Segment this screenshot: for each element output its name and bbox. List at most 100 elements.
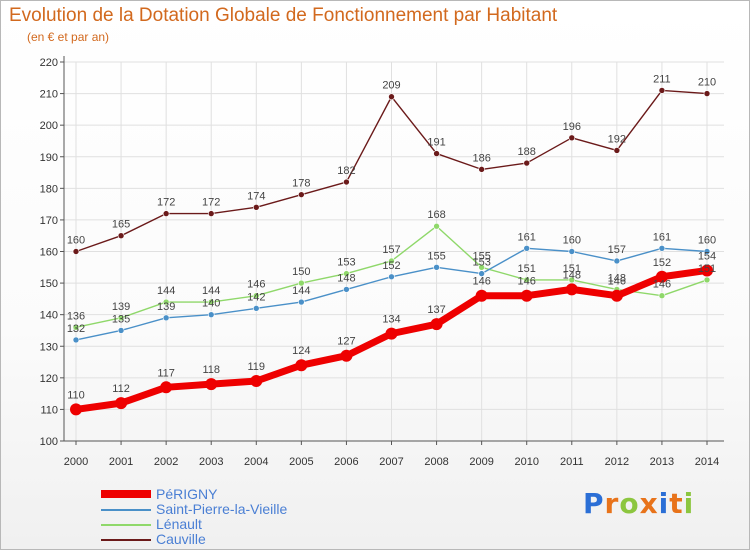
y-tick-label: 120 [40,373,58,385]
data-point [388,257,395,265]
chart-title: Evolution de la Dotation Globale de Fonc… [9,5,558,26]
data-point [478,263,485,271]
data-label: 135 [112,313,130,325]
x-tick-label: 2006 [334,456,358,468]
data-label: 146 [608,276,626,288]
data-label: 188 [518,146,536,158]
x-tick-label: 2002 [154,456,178,468]
data-label: 157 [608,244,626,256]
logo-letter: t [669,487,684,520]
data-point [207,298,215,306]
legend-swatch [101,490,151,498]
logo-letter: i [683,487,695,520]
logo-letter: P [583,487,605,520]
legend-label: PéRIGNY [156,486,218,502]
logo-letter: r [604,487,620,520]
data-label: 144 [202,285,220,297]
data-label: 210 [698,77,716,89]
data-point [658,292,666,300]
data-point [207,311,215,318]
x-tick-label: 2003 [199,456,223,468]
data-point [343,178,350,186]
data-point [658,87,666,94]
data-point [70,403,82,416]
data-label: 139 [157,301,175,313]
data-point [160,381,173,394]
data-point [298,298,305,306]
data-point [162,210,170,217]
data-label: 191 [427,137,445,149]
data-label: 172 [157,197,175,209]
data-label: 160 [698,235,716,247]
data-labels: 160 165 172 172 174 178 182 209 191 186 188 196 192 2… [67,73,716,401]
data-label: 150 [292,266,310,278]
data-point [523,159,531,167]
data-point [568,248,576,255]
y-tick-label: 170 [40,215,58,227]
data-label: 112 [112,383,130,395]
data-point [72,248,80,255]
data-label: 211 [653,73,671,85]
data-label: 165 [112,219,130,231]
data-label: 160 [67,235,85,247]
data-label: 153 [337,257,355,269]
data-label: 132 [67,323,85,335]
x-tick-label: 2005 [289,456,313,468]
data-point [613,257,621,265]
data-label: 152 [382,260,400,272]
data-point [205,378,218,391]
data-point [568,276,576,284]
legend-swatch [101,539,151,541]
data-label: 148 [563,269,581,281]
data-label: 148 [337,272,355,284]
x-tick-label: 2001 [109,456,133,468]
data-label: 174 [247,190,265,202]
x-tick-label: 2011 [560,456,584,468]
series-1 [72,245,711,344]
y-tick-label: 150 [40,278,58,290]
data-point [478,270,485,277]
data-point [343,286,350,293]
data-point [252,203,260,211]
x-tick-label: 2010 [514,456,538,468]
legend-label: Lénault [156,516,202,532]
x-tick-label: 2007 [379,456,403,468]
data-label: 146 [472,276,490,288]
data-point [295,359,308,372]
y-tick-label: 160 [40,247,58,259]
x-tick-label: 2009 [469,456,493,468]
series-lines [70,87,713,416]
data-label: 140 [202,298,220,310]
logo-letter: i [658,487,670,520]
data-label: 117 [157,367,175,379]
data-label: 186 [472,152,490,164]
data-point [613,147,621,154]
data-label: 153 [472,257,490,269]
chart-subtitle: (en € et par an) [27,30,110,44]
data-label: 137 [427,304,445,316]
data-point [162,298,170,306]
data-point [610,289,623,302]
data-label: 151 [563,263,581,275]
data-label: 119 [248,361,266,373]
data-label: 154 [698,250,716,262]
y-tick-label: 200 [40,120,58,132]
y-tick-label: 110 [40,404,58,416]
data-point [433,222,440,230]
data-point [117,314,125,322]
data-label: 157 [382,244,400,256]
data-point [703,276,711,284]
data-label: 161 [518,231,536,243]
data-label: 192 [608,133,626,145]
data-point [568,134,576,142]
data-point [430,318,443,331]
data-label: 155 [427,250,445,262]
data-point [298,279,305,287]
data-point [703,90,711,97]
data-point [207,210,215,217]
axes: 100 110 120 130 140 150 160 170 180 190 200 210 220 2… [40,56,724,468]
data-point [478,166,485,173]
y-tick-label: 180 [40,183,58,195]
data-label: 142 [247,291,265,303]
data-point [343,270,350,277]
